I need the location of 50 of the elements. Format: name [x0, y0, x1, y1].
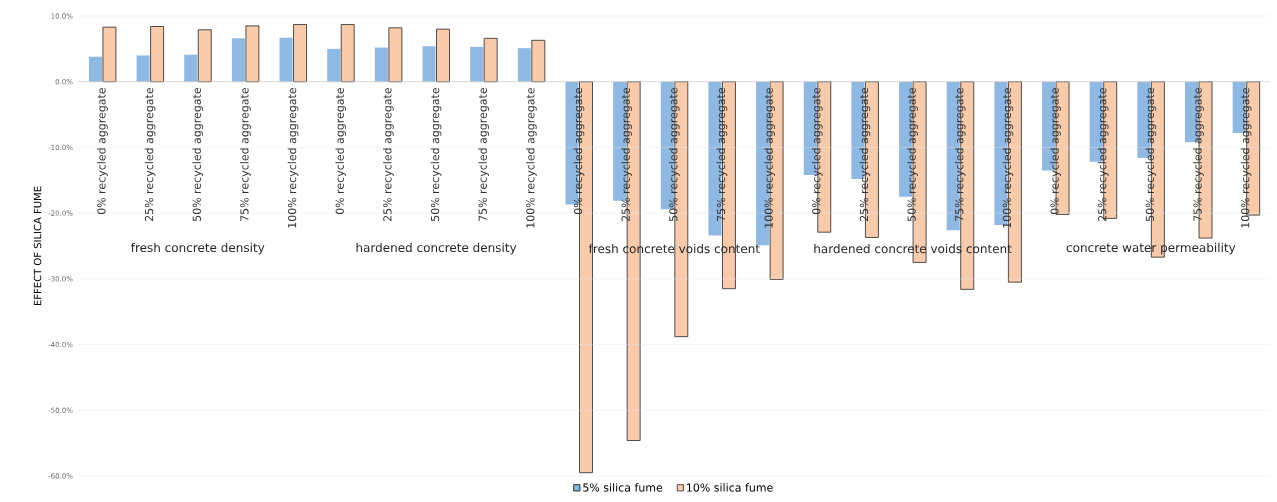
x-tick-label: 25% recycled aggregate	[1097, 87, 1109, 222]
x-tick-label: 50% recycled aggregate	[1145, 87, 1157, 221]
bar	[184, 54, 198, 82]
x-tick-label: 100% recycled aggregate	[1002, 87, 1014, 228]
annotation: hardened concrete density	[356, 242, 517, 255]
bar	[327, 48, 341, 82]
x-tick-label: 25% recycled aggregate	[621, 87, 632, 222]
bar	[293, 24, 307, 83]
x-tick-label: 0% recycled aggregate	[1050, 87, 1061, 215]
x-tick-label: 75% recycled aggregate	[478, 87, 490, 221]
annotation: fresh concrete density	[131, 242, 265, 255]
bar	[245, 25, 260, 83]
bar	[517, 48, 531, 82]
bar	[483, 37, 498, 83]
bar	[470, 46, 484, 82]
x-tick-label: 50% recycled aggregate	[192, 87, 204, 221]
bar	[374, 47, 388, 82]
x-tick-label: 100% recycled aggregate	[526, 87, 537, 228]
bar	[150, 26, 164, 83]
bar	[340, 24, 355, 83]
x-tick-label: 0% recycled aggregate	[335, 87, 347, 215]
x-tick-label: 25% recycled aggregate	[383, 87, 394, 222]
x-tick-label: 75% recycled aggregate	[716, 87, 728, 221]
bar	[102, 26, 117, 83]
bar	[197, 29, 212, 83]
x-tick-label: 75% recycled aggregate	[1193, 87, 1204, 221]
bar	[422, 46, 436, 82]
bar	[231, 38, 245, 82]
x-tick-label: 25% recycled aggregate	[144, 87, 156, 222]
legend-label: 5% silica fume	[583, 483, 663, 492]
x-tick-label: 75% recycled aggregate	[954, 87, 966, 221]
y-axis-title: EFFECT OF SILICA FUME	[33, 186, 42, 306]
x-tick-label: 100% recycled aggregate	[1240, 87, 1252, 228]
bar	[279, 37, 293, 82]
x-tick-label: 0% recycled aggregate	[811, 87, 823, 215]
x-tick-label: 25% recycled aggregate	[859, 87, 871, 222]
legend-label: 10% silica fume	[687, 483, 773, 492]
bar	[436, 28, 450, 83]
x-tick-label: 50% recycled aggregate	[668, 87, 680, 221]
bar	[531, 39, 546, 83]
x-tick-label: 75% recycled aggregate	[240, 87, 251, 221]
x-tick-label: 0% recycled aggregate	[573, 87, 585, 215]
x-tick-label: 100% recycled aggregate	[287, 87, 299, 228]
bar	[88, 56, 102, 82]
x-tick-label: 50% recycled aggregate	[907, 87, 918, 221]
bar	[136, 55, 150, 82]
x-tick-label: 50% recycled aggregate	[430, 87, 442, 221]
x-tick-label: 0% recycled aggregate	[97, 87, 108, 215]
bar	[388, 27, 403, 83]
x-tick-label: 100% recycled aggregate	[764, 87, 775, 228]
